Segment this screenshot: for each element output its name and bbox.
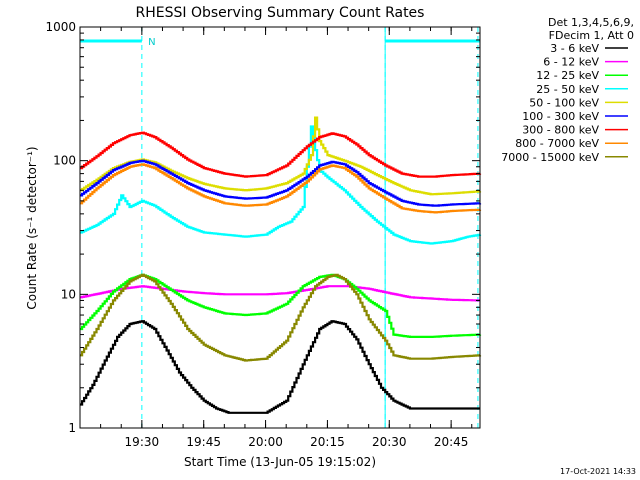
x-axis-label: Start Time (13-Jun-05 19:15:02) [184,455,376,469]
y-axis-label: Count Rate (s⁻¹ detector⁻¹) [25,146,39,309]
legend-label-800-7000-kev: 800 - 7000 keV [515,137,599,150]
series-line-300-800-kev [80,131,482,178]
plot-area: N [80,27,482,428]
series-line-50-100-kev [80,116,482,196]
legend-label-7000-15000-kev: 7000 - 15000 keV [501,151,599,164]
legend-label-100-300-kev: 100 - 300 keV [522,110,599,123]
y-tick-label-1: 10 [61,287,76,301]
legend-header-line-1: Det 1,3,4,5,6,9, [548,16,634,29]
y-tick-label-0: 1 [68,421,76,435]
legend-label-3-6-kev: 3 - 6 keV [550,42,599,55]
legend-label-25-50-kev: 25 - 50 keV [536,83,599,96]
plot-frame [79,26,481,429]
x-tick-label-5: 20:45 [434,435,469,449]
legend-label-50-100-kev: 50 - 100 keV [529,96,599,109]
x-tick-label-0: 19:30 [125,435,160,449]
series-line-3-6-kev [80,320,480,414]
series-line-100-300-kev [80,159,482,207]
series-line-7000-15000-kev [80,273,482,362]
axes: 1 10 100 1000 19:30 19:45 20:00 20:15 20:30 20:45 [45,20,481,449]
x-tick-label-2: 20:00 [248,435,283,449]
legend-label-300-800-kev: 300 - 800 keV [522,124,599,137]
attenuator-label: N [148,37,155,48]
legend-label-6-12-kev: 6 - 12 keV [543,56,599,69]
x-tick-label-1: 19:45 [186,435,221,449]
chart-title: RHESSI Observing Summary Count Rates [136,5,425,21]
y-tick-label-2: 100 [53,154,76,168]
x-tick-label-4: 20:30 [372,435,407,449]
series-line-25-50-kev [80,125,482,245]
x-tick-label-3: 20:15 [310,435,345,449]
series-line-6-12-kev [80,285,480,302]
footer-timestamp: 17-Oct-2021 14:33 [560,467,636,476]
y-tick-label-3: 1000 [45,20,76,34]
legend-header-line-2: FDecim 1, Att 0 [549,29,634,42]
series-line-800-7000-kev [80,163,482,214]
legend-label-12-25-kev: 12 - 25 keV [536,69,599,82]
legend: Det 1,3,4,5,6,9, FDecim 1, Att 0 3 - 6 k… [501,16,634,164]
series-line-12-25-kev [80,273,482,338]
